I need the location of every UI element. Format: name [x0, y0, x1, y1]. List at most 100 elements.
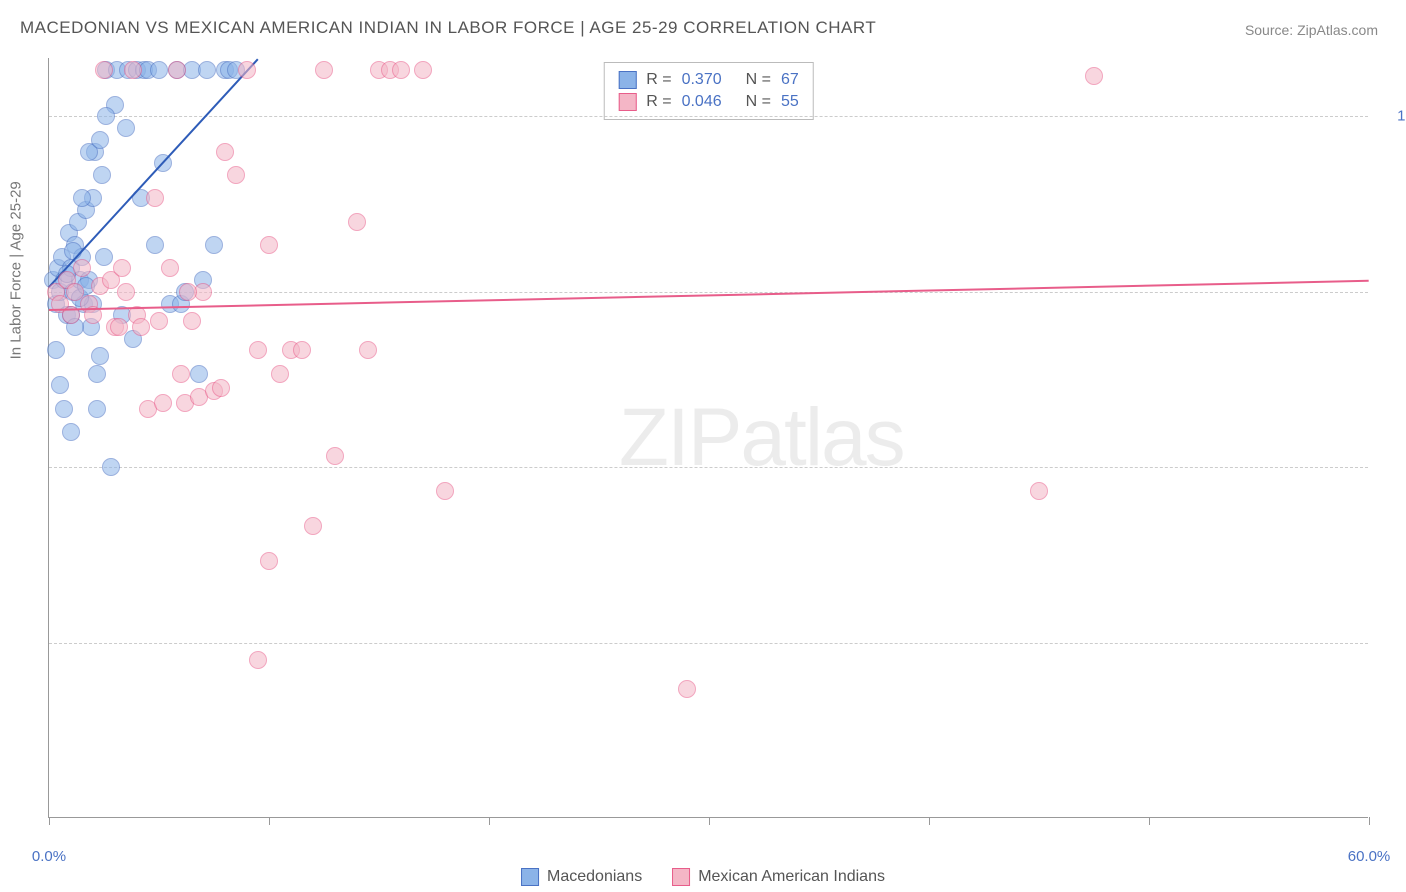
data-point — [110, 318, 128, 336]
data-point — [132, 318, 150, 336]
legend-row: R = 0.046 N = 55 — [618, 91, 799, 113]
data-point — [124, 61, 142, 79]
series-legend-item: Macedonians — [521, 868, 642, 886]
legend-n-value: 67 — [781, 71, 799, 89]
data-point — [260, 552, 278, 570]
data-point — [73, 189, 91, 207]
data-point — [271, 365, 289, 383]
x-tick — [49, 817, 50, 825]
data-point — [97, 107, 115, 125]
data-point — [47, 341, 65, 359]
x-tick — [489, 817, 490, 825]
data-point — [414, 61, 432, 79]
y-tick-label: 55.0% — [1378, 634, 1406, 651]
x-tick — [929, 817, 930, 825]
chart-title: MACEDONIAN VS MEXICAN AMERICAN INDIAN IN… — [20, 18, 876, 38]
data-point — [183, 312, 201, 330]
data-point — [51, 376, 69, 394]
data-point — [198, 61, 216, 79]
data-point — [194, 283, 212, 301]
source-attribution: Source: ZipAtlas.com — [1245, 22, 1378, 38]
legend-swatch — [618, 71, 636, 89]
scatter-chart: R = 0.370N = 67R = 0.046N = 55 ZIPatlas … — [48, 58, 1368, 818]
y-tick-label: 85.0% — [1378, 283, 1406, 300]
data-point — [212, 379, 230, 397]
data-point — [172, 365, 190, 383]
data-point — [359, 341, 377, 359]
y-tick-label: 100.0% — [1378, 108, 1406, 125]
data-point — [678, 680, 696, 698]
data-point — [348, 213, 366, 231]
data-point — [146, 236, 164, 254]
legend-r-value: 0.046 — [682, 93, 722, 111]
gridline — [49, 643, 1368, 644]
data-point — [304, 517, 322, 535]
legend-n-label: N = — [746, 93, 771, 111]
data-point — [293, 341, 311, 359]
data-point — [88, 400, 106, 418]
legend-r-label: R = — [646, 71, 671, 89]
legend-r-value: 0.370 — [682, 71, 722, 89]
data-point — [73, 259, 91, 277]
gridline — [49, 467, 1368, 468]
data-point — [150, 61, 168, 79]
data-point — [205, 236, 223, 254]
legend-swatch — [618, 93, 636, 111]
legend-swatch — [521, 868, 539, 886]
x-tick — [1369, 817, 1370, 825]
x-tick — [1149, 817, 1150, 825]
x-tick — [269, 817, 270, 825]
watermark-bold: ZIP — [619, 392, 741, 483]
data-point — [91, 131, 109, 149]
data-point — [326, 447, 344, 465]
watermark-thin: atlas — [740, 392, 903, 483]
series-legend: Macedonians Mexican American Indians — [521, 868, 885, 886]
data-point — [150, 312, 168, 330]
data-point — [161, 259, 179, 277]
source-link[interactable]: ZipAtlas.com — [1297, 22, 1378, 38]
data-point — [227, 166, 245, 184]
legend-r-label: R = — [646, 93, 671, 111]
data-point — [62, 423, 80, 441]
data-point — [95, 248, 113, 266]
legend-row: R = 0.370 N = 67 — [618, 69, 799, 91]
series-legend-item: Mexican American Indians — [672, 868, 885, 886]
series-name: Mexican American Indians — [698, 868, 885, 886]
y-axis-title: In Labor Force | Age 25-29 — [8, 181, 25, 359]
data-point — [190, 365, 208, 383]
source-label: Source: — [1245, 22, 1297, 38]
x-tick-label: 0.0% — [32, 848, 66, 865]
series-name: Macedonians — [547, 868, 642, 886]
y-tick-label: 70.0% — [1378, 459, 1406, 476]
data-point — [238, 61, 256, 79]
data-point — [91, 347, 109, 365]
data-point — [179, 283, 197, 301]
gridline — [49, 116, 1368, 117]
data-point — [117, 283, 135, 301]
x-tick — [709, 817, 710, 825]
data-point — [249, 651, 267, 669]
data-point — [216, 143, 234, 161]
data-point — [146, 189, 164, 207]
data-point — [117, 119, 135, 137]
data-point — [95, 61, 113, 79]
data-point — [1085, 67, 1103, 85]
legend-n-label: N = — [746, 71, 771, 89]
data-point — [154, 394, 172, 412]
legend-n-value: 55 — [781, 93, 799, 111]
data-point — [93, 166, 111, 184]
legend-swatch — [672, 868, 690, 886]
data-point — [315, 61, 333, 79]
x-tick-label: 60.0% — [1348, 848, 1391, 865]
data-point — [249, 341, 267, 359]
watermark: ZIPatlas — [619, 391, 904, 485]
data-point — [113, 259, 131, 277]
gridline — [49, 292, 1368, 293]
correlation-legend: R = 0.370 N = 67 R = 0.046 N = 55 — [603, 62, 814, 120]
data-point — [168, 61, 186, 79]
data-point — [260, 236, 278, 254]
data-point — [1030, 482, 1048, 500]
trend-line — [49, 280, 1369, 311]
data-point — [392, 61, 410, 79]
data-point — [88, 365, 106, 383]
